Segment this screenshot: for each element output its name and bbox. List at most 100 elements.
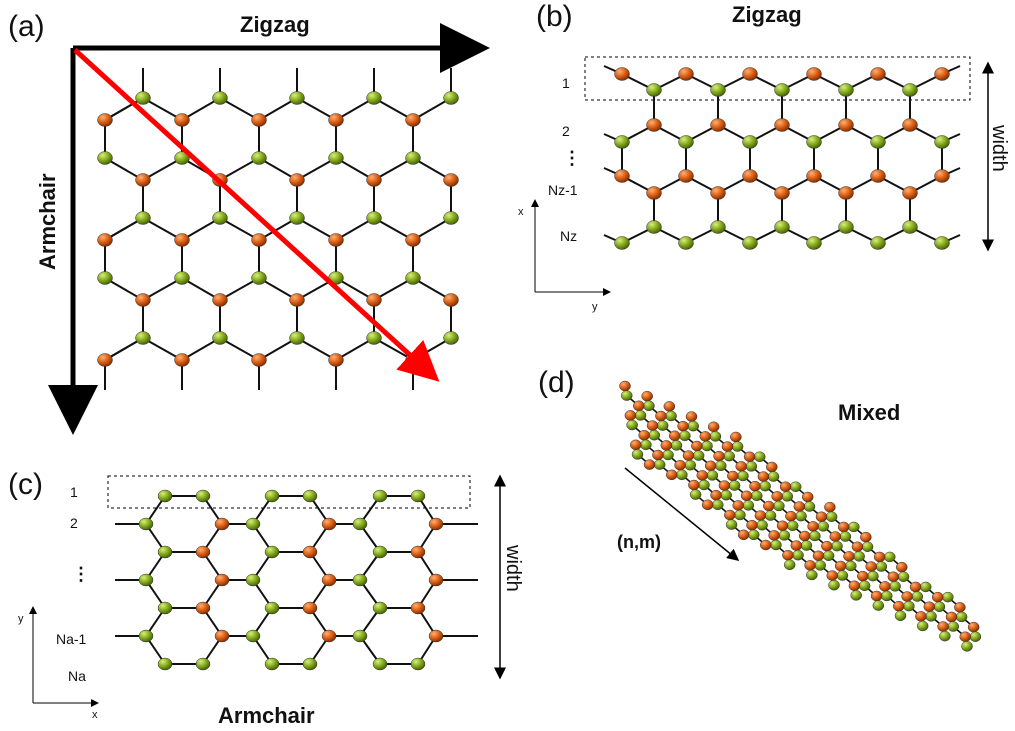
atom-orange bbox=[724, 509, 736, 521]
atom-orange bbox=[902, 186, 918, 200]
atom-green bbox=[800, 540, 813, 551]
atom-orange bbox=[678, 67, 694, 81]
atom-orange bbox=[776, 520, 789, 532]
atom-green bbox=[646, 220, 662, 234]
atom-green bbox=[679, 430, 691, 442]
atom-orange bbox=[97, 233, 113, 247]
atom-green bbox=[692, 450, 705, 461]
atom-orange bbox=[851, 541, 864, 552]
chiral-vector-arrow bbox=[624, 467, 740, 561]
atom-green bbox=[245, 517, 261, 531]
atom-orange bbox=[321, 629, 337, 643]
atom-green bbox=[157, 489, 173, 503]
atom-orange bbox=[660, 440, 673, 451]
atom-orange bbox=[727, 470, 739, 482]
atom-orange bbox=[909, 581, 922, 593]
atom-green bbox=[870, 135, 886, 149]
atom-green bbox=[264, 545, 280, 559]
atom-orange bbox=[97, 353, 113, 367]
panel-c-edge-row-box bbox=[107, 475, 471, 509]
atom-green bbox=[97, 271, 113, 285]
atom-orange bbox=[405, 113, 421, 127]
atom-orange bbox=[668, 430, 681, 442]
atom-green bbox=[212, 211, 228, 225]
atom-green bbox=[212, 91, 228, 105]
atom-green bbox=[786, 520, 799, 532]
atom-green bbox=[845, 560, 857, 572]
atom-orange bbox=[174, 113, 190, 127]
atom-orange bbox=[937, 621, 949, 632]
atom-green bbox=[872, 600, 885, 611]
atom-orange bbox=[707, 421, 720, 433]
atom-orange bbox=[710, 186, 726, 200]
atom-green bbox=[809, 530, 821, 542]
atom-orange bbox=[826, 570, 839, 581]
atom-green bbox=[742, 135, 758, 149]
atom-green bbox=[902, 83, 918, 97]
atom-green bbox=[836, 570, 849, 581]
atom-green bbox=[614, 135, 630, 149]
atom-green bbox=[366, 91, 382, 105]
atom-orange bbox=[848, 580, 861, 592]
atom-green bbox=[443, 331, 459, 345]
atom-green bbox=[848, 521, 860, 533]
atom-green bbox=[372, 545, 388, 559]
atom-orange bbox=[838, 118, 854, 132]
atom-green bbox=[731, 441, 744, 452]
atom-orange bbox=[798, 530, 811, 542]
atom-orange bbox=[302, 545, 318, 559]
atom-orange bbox=[807, 521, 819, 532]
atom-green bbox=[725, 519, 738, 530]
atom-orange bbox=[328, 353, 344, 367]
atom-green bbox=[710, 220, 726, 234]
atom-orange bbox=[652, 449, 664, 461]
panel-c-row-dots: ⋮ bbox=[72, 564, 90, 584]
atom-green bbox=[853, 551, 865, 562]
atom-green bbox=[689, 489, 702, 500]
atom-green bbox=[822, 550, 835, 562]
atom-green bbox=[828, 579, 840, 591]
atom-green bbox=[789, 481, 802, 492]
atom-green bbox=[687, 420, 700, 432]
atom-orange bbox=[954, 602, 966, 613]
atom-green bbox=[174, 271, 190, 285]
atom-orange bbox=[959, 631, 971, 642]
atom-orange bbox=[638, 429, 650, 441]
panel-b-row-1: 1 bbox=[562, 75, 570, 91]
atom-green bbox=[372, 601, 388, 615]
atom-green bbox=[803, 501, 816, 512]
atom-orange bbox=[289, 293, 305, 307]
panel-d-lattice bbox=[619, 380, 982, 652]
atom-green bbox=[302, 657, 318, 671]
atom-orange bbox=[633, 400, 645, 412]
atom-green bbox=[643, 400, 655, 412]
atom-green bbox=[795, 510, 807, 522]
atom-green bbox=[670, 440, 683, 451]
atom-green bbox=[631, 449, 644, 460]
panel-b-edge-row-box bbox=[584, 56, 971, 101]
atom-green bbox=[737, 470, 749, 482]
atom-orange bbox=[321, 517, 337, 531]
atom-green bbox=[138, 573, 154, 587]
atom-orange bbox=[757, 471, 770, 482]
atom-orange bbox=[214, 517, 230, 531]
atom-orange bbox=[902, 118, 918, 132]
atom-orange bbox=[251, 353, 267, 367]
atom-orange bbox=[804, 560, 816, 571]
atom-orange bbox=[366, 293, 382, 307]
atom-green bbox=[614, 236, 630, 250]
atom-orange bbox=[735, 461, 747, 472]
atom-orange bbox=[771, 491, 783, 502]
atom-orange bbox=[428, 573, 444, 587]
panel-b-title: Zigzag bbox=[732, 2, 802, 27]
atom-orange bbox=[721, 441, 734, 452]
atom-green bbox=[916, 620, 929, 632]
atom-orange bbox=[901, 591, 913, 602]
atom-orange bbox=[806, 67, 822, 81]
atom-green bbox=[880, 590, 893, 602]
atom-orange bbox=[865, 561, 877, 572]
atom-green bbox=[709, 431, 722, 442]
atom-green bbox=[97, 151, 113, 165]
atom-green bbox=[195, 657, 211, 671]
panel-b: (b) Zigzag 1 2 ⋮ Nz-1 Nz width x y bbox=[518, 0, 1010, 313]
